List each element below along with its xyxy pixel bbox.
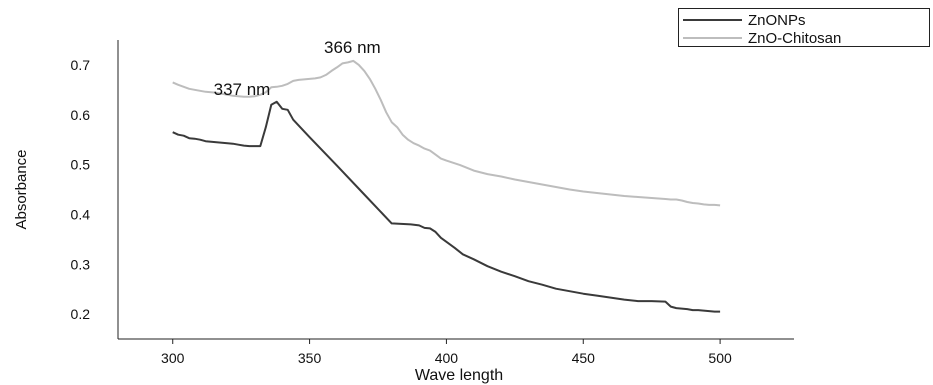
x-tick-label: 450	[572, 350, 596, 366]
y-tick-label: 0.6	[71, 107, 91, 123]
y-tick-label: 0.2	[71, 306, 91, 322]
y-tick-label: 0.4	[71, 206, 91, 222]
legend-label-znonps: ZnONPs	[748, 12, 806, 29]
x-ticks: 300 350 400 450 500	[161, 339, 732, 366]
x-tick-label: 350	[298, 350, 322, 366]
peak-annotation: 337 nm	[214, 80, 271, 99]
x-tick-label: 400	[435, 350, 459, 366]
y-tick-label: 0.7	[71, 57, 91, 73]
legend-box	[678, 8, 930, 47]
x-tick-label: 500	[708, 350, 732, 366]
y-tick-label: 0.3	[71, 256, 91, 272]
series-line-znonps	[172, 100, 721, 313]
legend: ZnONPs ZnO-Chitosan	[678, 8, 930, 47]
x-tick-label: 300	[161, 350, 185, 366]
annotations: 337 nm 366 nm	[214, 38, 381, 99]
legend-label-zno-chitosan: ZnO-Chitosan	[748, 30, 841, 47]
y-ticks: 0.2 0.3 0.4 0.5 0.6 0.7	[71, 57, 91, 322]
y-tick-label: 0.5	[71, 157, 91, 173]
peak-annotation: 366 nm	[324, 38, 381, 57]
axes	[117, 40, 794, 340]
y-axis-label: Absorbance	[13, 149, 30, 229]
series-layer	[172, 59, 721, 313]
series-line-zno-chitosan	[172, 59, 721, 207]
x-axis-label: Wave length	[415, 367, 503, 384]
